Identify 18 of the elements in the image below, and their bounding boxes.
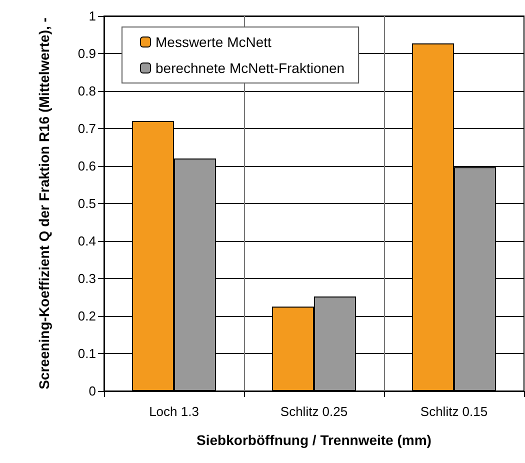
x-tick-label: Schlitz 0.25 <box>280 404 348 419</box>
y-axis-title: Screening-Koeffizient Q der Fraktion R16 (Mittelwerte), - <box>36 17 52 390</box>
y-tick-label: 0 <box>88 384 96 398</box>
y-tick-label: 0.4 <box>78 234 96 248</box>
y-tick-label: 0.6 <box>78 158 96 174</box>
y-tick-label: 0.2 <box>78 308 96 324</box>
x-tick-label: Schlitz 0.15 <box>420 404 488 419</box>
y-tick-label: 0.9 <box>78 46 96 61</box>
x-tick-label: Loch 1.3 <box>149 404 199 419</box>
y-tick-label: 0.5 <box>78 196 96 211</box>
y-tick-label: 0.3 <box>78 271 96 286</box>
legend-label: berechnete McNett-Fraktionen <box>156 60 345 76</box>
legend-label: Messwerte McNett <box>156 34 272 50</box>
x-axis-title: Siebkorböffnung / Trennweite (mm) <box>196 432 432 448</box>
y-tick-label: 0.8 <box>78 84 96 98</box>
y-tick-label: 0.7 <box>78 121 96 136</box>
y-tick-label: 1 <box>88 8 96 24</box>
y-tick-label: 0.1 <box>78 346 96 361</box>
